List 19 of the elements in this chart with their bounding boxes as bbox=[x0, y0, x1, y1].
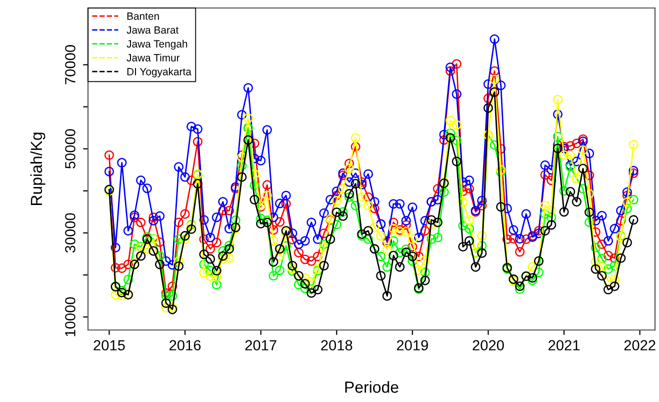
y-tick-label: 70000 bbox=[65, 45, 76, 84]
x-tick-label: 2021 bbox=[548, 340, 580, 350]
legend-label: Jawa Barat bbox=[126, 26, 179, 34]
y-tick-label: 10000 bbox=[65, 297, 76, 336]
x-tick-label: 2017 bbox=[245, 340, 276, 350]
x-tick-label: 2020 bbox=[472, 340, 504, 350]
x-tick-label: 2015 bbox=[94, 340, 125, 350]
x-axis-title: Periode bbox=[345, 381, 398, 393]
x-tick-label: 2019 bbox=[396, 340, 428, 350]
x-tick-label: 2018 bbox=[321, 340, 352, 350]
x-tick-label: 2016 bbox=[170, 340, 201, 350]
legend-label: Banten bbox=[127, 12, 159, 20]
y-tick-label: 30000 bbox=[65, 213, 76, 253]
y-tick-label: 50000 bbox=[65, 129, 76, 169]
x-tick-label: 2022 bbox=[624, 340, 656, 350]
legend-label: DI Yogyakarta bbox=[127, 68, 192, 78]
legend-label: Jawa Tengah bbox=[126, 40, 188, 50]
legend-label: Jawa Timur bbox=[126, 54, 180, 62]
y-axis-title: Rupiah/Kg bbox=[30, 132, 46, 205]
